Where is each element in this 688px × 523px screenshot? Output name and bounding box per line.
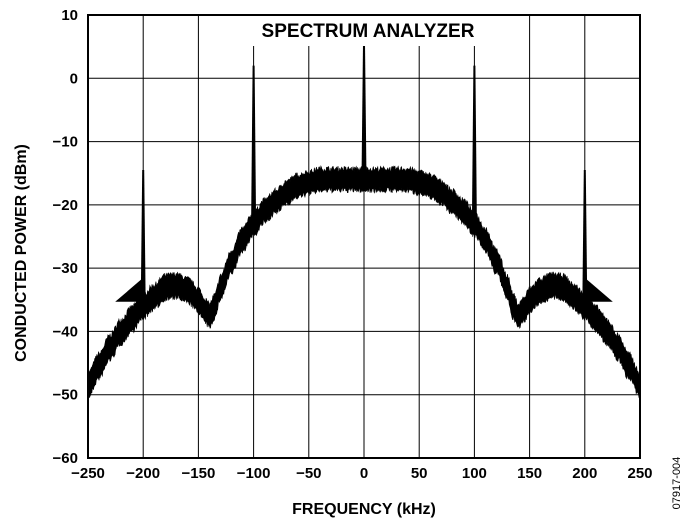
x-tick-label: −200	[126, 465, 160, 482]
trace-layer	[87, 43, 641, 400]
y-axis-title: CONDUCTED POWER (dBm)	[13, 144, 30, 362]
y-tick-label: 0	[70, 70, 78, 87]
y-tick-label: −20	[53, 197, 78, 214]
x-tick-label: −100	[237, 465, 271, 482]
x-tick-labels: −250 −200 −150 −100 −50 0 50 100 150 200 250	[71, 465, 652, 482]
marker-triangle	[584, 277, 613, 302]
y-tick-label: −50	[53, 387, 78, 404]
x-tick-label: 50	[411, 465, 428, 482]
spur-line	[471, 65, 477, 224]
y-tick-label: 10	[61, 7, 78, 24]
spur-line	[251, 65, 257, 224]
y-tick-label: −30	[53, 260, 78, 277]
y-tick-label: −40	[53, 323, 78, 340]
x-tick-label: 0	[360, 465, 368, 482]
chart-title: SPECTRUM ANALYZER	[262, 21, 475, 42]
y-tick-label: −10	[53, 134, 78, 151]
plot-frame	[87, 14, 641, 459]
y-tick-label: −60	[53, 450, 78, 467]
x-tick-label: −50	[296, 465, 321, 482]
y-tick-labels: 10 0 −10 −20 −30 −40 −50 −60	[53, 7, 78, 467]
spur-line	[361, 43, 367, 180]
x-tick-label: −150	[182, 465, 216, 482]
spur-line	[582, 170, 588, 307]
x-tick-label: −250	[71, 465, 105, 482]
x-tick-label: 100	[462, 465, 487, 482]
x-tick-label: 200	[572, 465, 597, 482]
figure-id: 07917-004	[671, 457, 683, 510]
chart-title-background	[232, 16, 508, 46]
marker-triangle	[115, 277, 144, 302]
x-tick-label: 250	[627, 465, 652, 482]
spur-line	[140, 170, 146, 307]
x-axis-title: FREQUENCY (kHz)	[292, 501, 436, 518]
x-tick-label: 150	[517, 465, 542, 482]
grid	[88, 15, 640, 458]
